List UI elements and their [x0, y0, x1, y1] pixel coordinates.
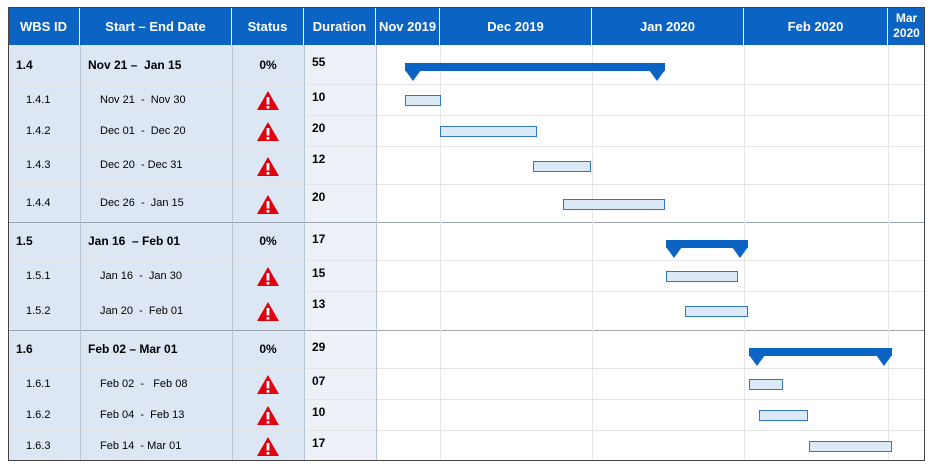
summary-end-marker — [648, 70, 665, 81]
column-divider — [304, 45, 305, 461]
wbs-id: 1.4 — [16, 57, 33, 72]
wbs-id: 1.4.1 — [26, 93, 51, 106]
task-bar[interactable] — [748, 379, 783, 390]
header-month-nov-2019: Nov 2019 — [376, 7, 440, 45]
month-gridline — [592, 45, 593, 461]
wbs-id: 1.6.2 — [26, 408, 51, 421]
summary-bar[interactable] — [748, 348, 892, 356]
status-percent: 0% — [259, 234, 277, 248]
column-divider — [232, 45, 233, 461]
wbs-id: 1.6.3 — [26, 439, 51, 452]
date-range: Feb 04 - Feb 13 — [100, 408, 185, 421]
row-line — [8, 368, 925, 369]
duration-value: 55 — [312, 55, 326, 69]
warning-icon — [257, 194, 279, 214]
row-line — [8, 399, 925, 400]
month-gridline — [440, 45, 441, 461]
duration-value: 20 — [312, 121, 326, 135]
wbs-id: 1.5.2 — [26, 304, 51, 317]
date-range: Dec 20 - Dec 31 — [100, 159, 183, 171]
duration-value: 17 — [312, 232, 326, 246]
month-gridline — [888, 45, 889, 461]
duration-value: 15 — [312, 266, 326, 280]
duration-value: 07 — [312, 374, 326, 388]
status-percent: 0% — [259, 57, 277, 72]
row-line — [8, 146, 925, 147]
summary-end-marker — [876, 355, 892, 366]
duration-value: 10 — [312, 90, 326, 104]
wbs-id: 1.5.1 — [26, 269, 51, 282]
duration-value: 17 — [312, 436, 326, 450]
date-range: Jan 16 – Feb 01 — [88, 234, 181, 248]
row-line — [8, 184, 925, 185]
wbs-id: 1.4.4 — [26, 197, 51, 209]
header-month-mar-2020: Mar 2020 — [888, 7, 925, 45]
row-line — [8, 115, 925, 116]
task-bar[interactable] — [533, 160, 592, 172]
warning-icon — [257, 375, 279, 394]
row-line — [8, 430, 925, 431]
warning-icon — [257, 156, 279, 176]
group-separator-line — [8, 222, 925, 223]
summary-end-marker — [732, 247, 748, 258]
group-separator-line — [8, 330, 925, 331]
date-range: Feb 14 - Mar 01 — [100, 439, 182, 452]
duration-column-background — [304, 45, 376, 461]
status-percent: 0% — [259, 342, 277, 356]
summary-bar[interactable] — [405, 63, 665, 71]
date-range: Jan 16 - Jan 30 — [100, 269, 182, 282]
warning-icon — [257, 437, 279, 456]
date-range: Jan 20 - Feb 01 — [100, 304, 184, 317]
duration-value: 29 — [312, 340, 326, 354]
summary-start-marker — [748, 355, 765, 366]
wbs-id: 1.5 — [16, 234, 33, 248]
header-start-end-date[interactable]: Start – End Date — [80, 7, 232, 45]
duration-value: 20 — [312, 190, 326, 204]
summary-start-marker — [665, 247, 682, 258]
task-bar[interactable] — [440, 126, 538, 137]
date-range: Feb 02 – Mar 01 — [88, 342, 178, 356]
row-line — [8, 291, 925, 292]
row-line — [8, 260, 925, 261]
wbs-id: 1.6.1 — [26, 377, 51, 390]
duration-value: 12 — [312, 152, 326, 166]
header-wbs-id[interactable]: WBS ID — [8, 7, 80, 45]
task-bar[interactable] — [665, 271, 739, 282]
duration-value: 13 — [312, 297, 326, 311]
column-divider — [80, 45, 81, 461]
summary-bar[interactable] — [665, 240, 748, 248]
duration-value: 10 — [312, 405, 326, 419]
warning-icon — [257, 267, 279, 286]
task-bar[interactable] — [808, 441, 892, 452]
task-bar[interactable] — [562, 198, 665, 210]
wbs-id: 1.4.2 — [26, 124, 51, 137]
date-range: Nov 21 – Jan 15 — [88, 57, 182, 72]
summary-start-marker — [405, 70, 422, 81]
task-columns-background — [8, 45, 304, 461]
header-duration[interactable]: Duration — [304, 7, 376, 45]
date-range: Dec 26 - Jan 15 — [100, 197, 184, 209]
header-month-jan-2020: Jan 2020 — [592, 7, 744, 45]
warning-icon — [257, 122, 279, 141]
task-bar[interactable] — [685, 306, 748, 317]
wbs-id: 1.6 — [16, 342, 33, 356]
header-status[interactable]: Status — [232, 7, 304, 45]
date-range: Dec 01 - Dec 20 — [100, 124, 186, 137]
warning-icon — [257, 406, 279, 425]
date-range: Nov 21 - Nov 30 — [100, 93, 186, 106]
warning-icon — [257, 302, 279, 321]
header-month-dec-2019: Dec 2019 — [440, 7, 592, 45]
header-month-feb-2020: Feb 2020 — [744, 7, 888, 45]
column-divider — [376, 45, 377, 461]
task-bar[interactable] — [758, 410, 808, 421]
row-line — [8, 84, 925, 85]
wbs-id: 1.4.3 — [26, 159, 51, 171]
warning-icon — [257, 91, 279, 110]
task-bar[interactable] — [405, 95, 441, 106]
date-range: Feb 02 - Feb 08 — [100, 377, 188, 390]
